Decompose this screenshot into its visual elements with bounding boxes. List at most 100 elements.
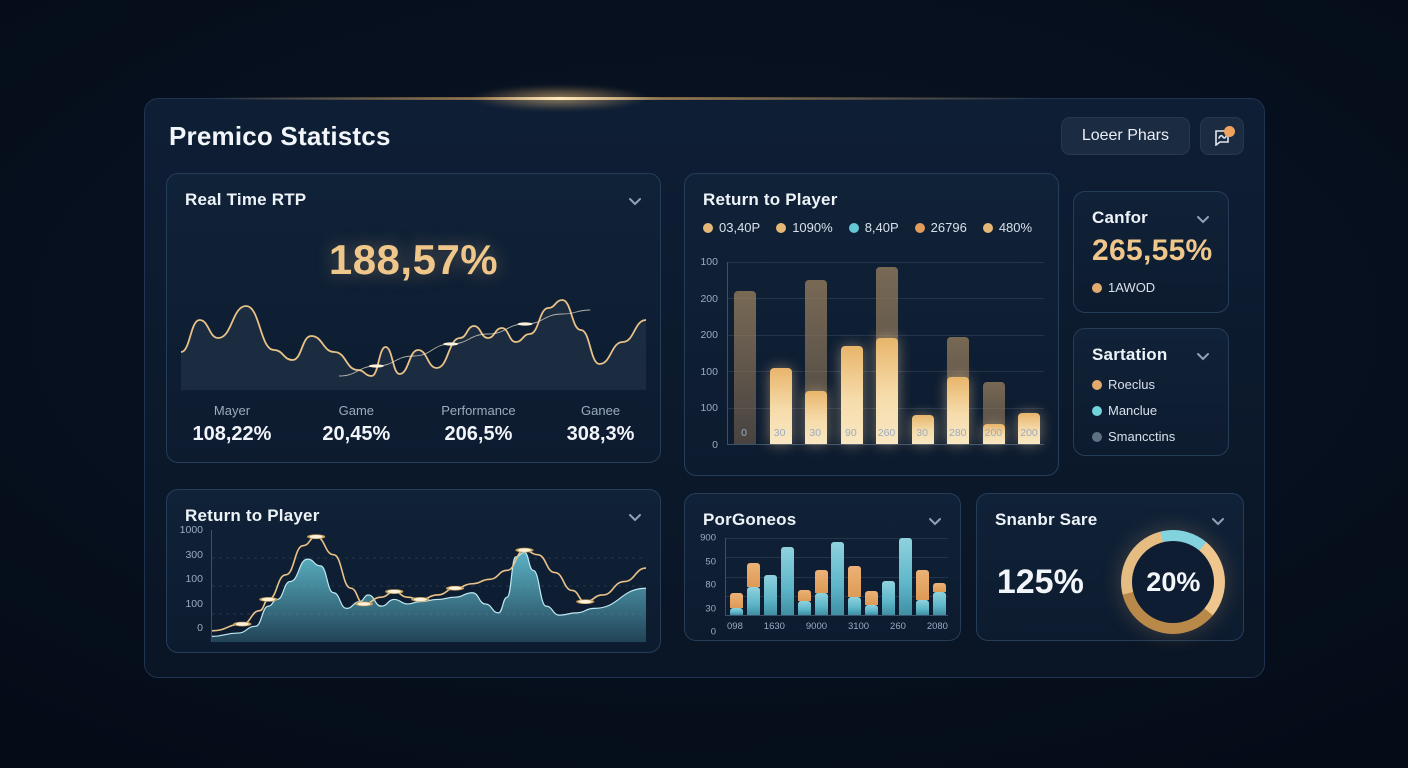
bar-column — [876, 262, 898, 444]
x-axis-tick: 2080 — [926, 621, 948, 632]
legend-dot-icon — [914, 222, 925, 233]
rtp-stat-value: 20,45% — [322, 423, 391, 445]
sartation-legend-item: Smancctins — [1092, 429, 1214, 444]
return-to-player-bars-card: Return to Player 03,40P 1090% 8,40P 26796 48… — [684, 173, 1059, 476]
bar-column — [746, 538, 760, 615]
bar-teal — [746, 587, 760, 615]
x-axis-tick: 200 — [984, 427, 1003, 439]
notification-dot — [1224, 126, 1235, 137]
snanbr-donut-chart: 20% — [1121, 530, 1226, 634]
page-title: Premico Statistcs — [169, 120, 391, 151]
panel-header: Premico Statistcs Loeer Phars — [169, 113, 1244, 159]
bar-gold — [911, 414, 934, 444]
sartation-title: Sartation — [1092, 345, 1168, 364]
bar-column — [865, 538, 879, 615]
rtp-bars-title: Return to Player — [703, 190, 838, 209]
sartation-legend-item: Roeclus — [1092, 377, 1214, 392]
x-axis-tick: 260 — [890, 621, 906, 632]
bar-column — [840, 262, 863, 444]
notifications-button[interactable] — [1200, 117, 1244, 155]
bar-teal — [915, 599, 929, 615]
chevron-down-icon[interactable] — [626, 192, 644, 210]
bar-gold — [982, 423, 1005, 444]
rtp-bars-legend-label: 480% — [998, 220, 1033, 235]
dashboard-panel: Premico Statistcs Loeer Phars Real Time … — [144, 85, 1265, 678]
rtp-bars-legend-item: 1090% — [776, 220, 833, 235]
legend-dot-icon — [982, 222, 993, 233]
rtp-area-title: Return to Player — [185, 506, 320, 525]
sartation-legend: Roeclus Manclue Smancctins — [1074, 365, 1228, 444]
bar-column — [730, 538, 743, 615]
bar-orange — [814, 570, 828, 594]
legend-dot-icon — [1092, 379, 1102, 390]
snanbr-title: Snanbr Sare — [995, 510, 1098, 529]
bar-orange — [932, 582, 946, 592]
y-axis-tick: 200 — [700, 329, 718, 342]
rtp-bars-legend-label: 03,40P — [719, 220, 761, 235]
porgoneos-title: PorGoneos — [703, 510, 797, 529]
rtp-big-value: 188,57% — [328, 236, 499, 283]
bar-column — [734, 262, 756, 444]
bar-column — [947, 262, 969, 444]
rtp-stat: Game 20,45% — [322, 403, 390, 446]
bar-column — [848, 538, 862, 615]
canfor-title: Canfor — [1092, 208, 1148, 227]
x-axis-tick: 0 — [741, 427, 747, 439]
x-axis-tick: 098 — [727, 621, 743, 632]
rtp-bars-legend-item: 8,40P — [848, 220, 899, 235]
bar-orange — [915, 570, 929, 600]
chevron-down-icon[interactable] — [926, 512, 944, 530]
return-to-player-area-card: Return to Player 1000 300 100 100 0 — [166, 489, 661, 653]
legend-dot-icon — [848, 222, 859, 233]
x-axis-tick: 30 — [916, 427, 928, 439]
canfor-card: Canfor 265,55% 1AWOD — [1073, 191, 1229, 313]
chevron-down-icon[interactable] — [1194, 210, 1212, 228]
x-axis-tick: 200 — [1020, 427, 1038, 439]
rtp-stat-label: Ganee — [581, 403, 621, 418]
bar-teal — [814, 593, 828, 615]
bar-teal — [899, 538, 913, 615]
bar-teal — [882, 581, 896, 615]
bar-group — [730, 538, 946, 615]
bar-orange — [797, 590, 811, 602]
snanbr-sare-card: Snanbr Sare 125% 20% — [976, 493, 1244, 641]
y-axis-tick: 100 — [700, 402, 718, 415]
y-axis-tick: 100 — [185, 573, 203, 585]
y-axis-tick: 0 — [710, 626, 716, 638]
rtp-bars-legend-label: 8,40P — [864, 220, 899, 235]
rtp-stat: Mayer 108,22% — [192, 403, 271, 446]
sartation-legend-label: Smancctins — [1108, 429, 1176, 444]
bar-gold — [1018, 413, 1040, 444]
real-time-rtp-card: Real Time RTP 188,57% Mayer 108,22% Game 20… — [166, 173, 661, 463]
y-axis-tick: 900 — [700, 532, 716, 544]
chevron-down-icon[interactable] — [1194, 347, 1212, 365]
legend-dot-icon — [776, 222, 787, 233]
bar-orange — [746, 562, 760, 588]
chevron-down-icon[interactable] — [626, 508, 644, 526]
y-axis-tick: 100 — [185, 597, 203, 610]
rtp-stat-value: 308,3% — [566, 423, 635, 445]
rtp-bars-legend-label: 1090% — [792, 220, 833, 235]
legend-dot-icon — [703, 222, 713, 233]
canfor-legend-item: 1AWOD — [1092, 280, 1214, 295]
y-axis-tick: 0 — [712, 439, 718, 451]
rtp-area-chart: 1000 300 100 100 0 — [177, 524, 646, 642]
bar-teal — [797, 601, 811, 615]
snanbr-body: 125% 20% — [977, 524, 1243, 640]
snanbr-left-value: 125% — [996, 562, 1084, 601]
rtp-stat: Performance 206,5% — [441, 403, 515, 446]
real-time-rtp-title: Real Time RTP — [185, 190, 307, 209]
rtp-stat: Ganee 308,3% — [567, 403, 635, 446]
gridline — [726, 538, 948, 539]
bar-muted — [734, 291, 756, 444]
bar-column — [831, 538, 845, 615]
loeer-phars-button[interactable]: Loeer Phars — [1060, 117, 1190, 155]
rtp-stats-row: Mayer 108,22% Game 20,45% Performance 206,5% G… — [167, 403, 660, 446]
porgoneos-card: PorGoneos 098 1630 9000 3100 260 2080 900 50 80… — [684, 493, 961, 641]
bar-gold — [876, 338, 898, 444]
rtp-bars-legend-item: 480% — [982, 220, 1033, 235]
y-axis-tick: 300 — [185, 548, 203, 561]
chevron-down-icon[interactable] — [1209, 512, 1227, 530]
bar-teal — [780, 547, 794, 615]
bar-orange — [730, 593, 743, 609]
